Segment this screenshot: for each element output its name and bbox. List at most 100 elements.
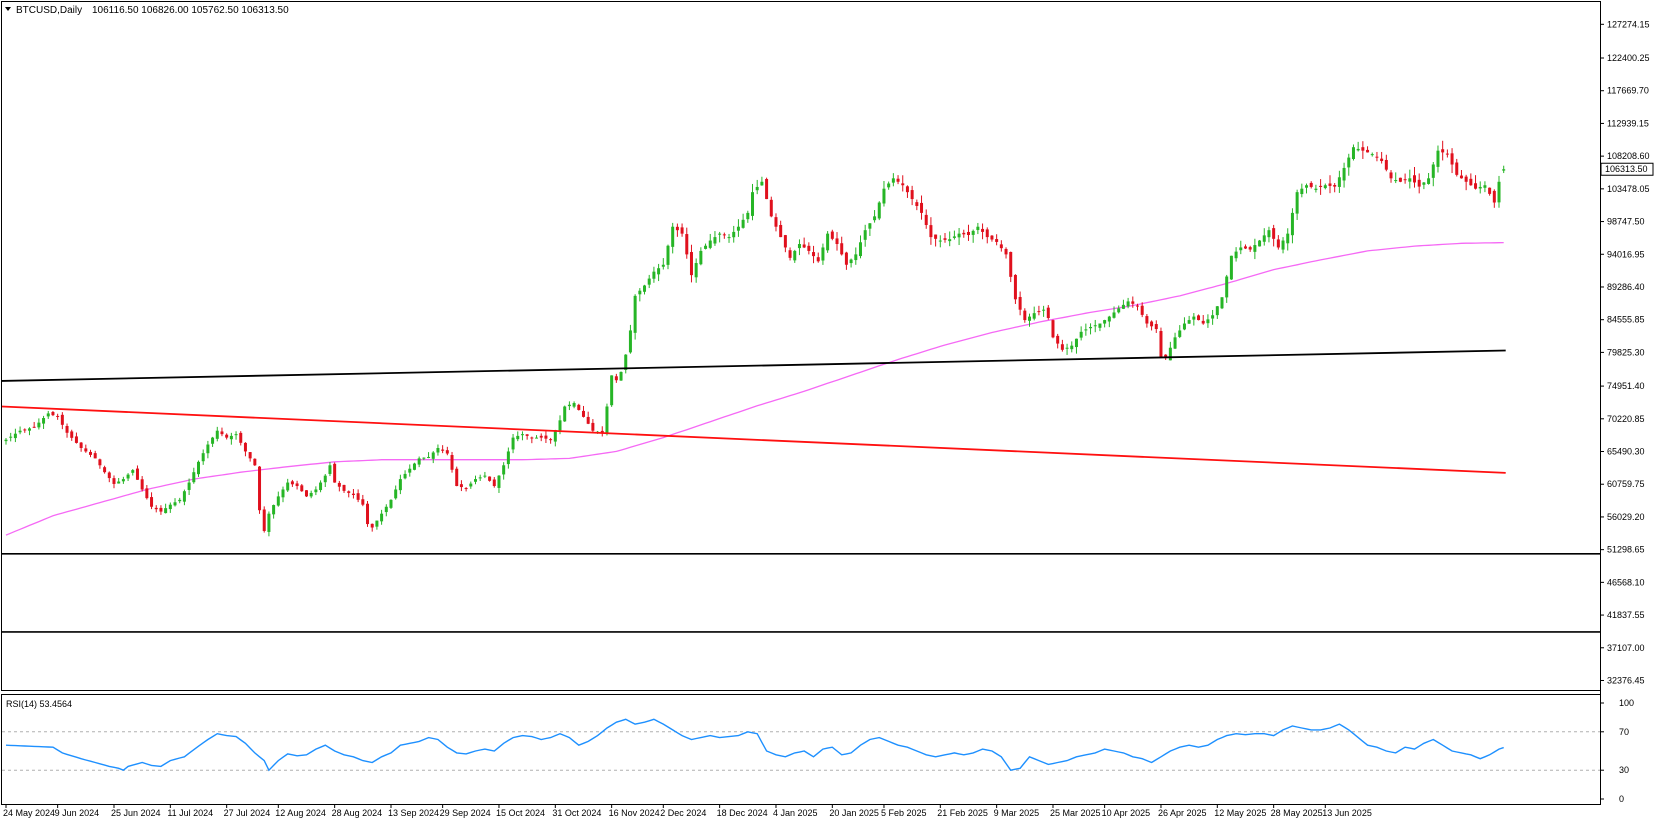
candle-body <box>1023 310 1027 321</box>
candle-body <box>643 285 647 292</box>
price-tick-label: 46568.10 <box>1607 577 1645 587</box>
candle-body <box>1107 316 1111 322</box>
candle-body <box>816 257 820 262</box>
candle-body <box>1093 325 1097 327</box>
rsi-tick-label: 30 <box>1619 765 1629 775</box>
candle-body <box>93 453 97 459</box>
candle-body <box>370 523 374 528</box>
candle-body <box>164 508 168 514</box>
candle-body <box>812 252 816 257</box>
candle-body <box>107 472 111 479</box>
price-tick-label: 127274.15 <box>1607 19 1650 29</box>
candle-body <box>1150 321 1154 327</box>
candle-body <box>351 493 355 496</box>
candle-body <box>1173 337 1177 349</box>
candle-body <box>323 475 327 483</box>
candle-body <box>1013 274 1017 300</box>
candle-body <box>882 188 886 204</box>
time-tick-label: 31 Oct 2024 <box>552 808 601 818</box>
candle-body <box>783 235 787 248</box>
candle-body <box>577 404 581 410</box>
candle-body <box>356 493 360 500</box>
symbol-dropdown-arrow-icon[interactable] <box>5 7 11 11</box>
candle-body <box>70 431 74 438</box>
price-tick-label: 56029.20 <box>1607 512 1645 522</box>
candle-body <box>394 489 398 499</box>
chart-title-ohlc: 106116.50 106826.00 105762.50 106313.50 <box>92 5 289 16</box>
candle-body <box>1366 149 1370 153</box>
candle-body <box>1225 276 1229 298</box>
candle-body <box>826 233 830 251</box>
candle-body <box>1309 182 1313 187</box>
candle-body <box>957 233 961 238</box>
candle-body <box>32 426 36 428</box>
candle-body <box>1164 354 1168 359</box>
candle-body <box>234 434 238 436</box>
candle-body <box>1361 147 1365 151</box>
candle-body <box>1206 319 1210 324</box>
candle-body <box>1159 331 1163 357</box>
candle-body <box>65 425 69 433</box>
candle-body <box>1103 320 1107 324</box>
candle-body <box>1079 331 1083 338</box>
candle-body <box>488 476 492 481</box>
candle-body <box>286 482 290 491</box>
black-trendline <box>1 349 1506 382</box>
candle-body <box>333 463 337 483</box>
candle-body <box>1112 312 1116 318</box>
candle-body <box>1126 301 1130 307</box>
candle-body <box>1281 240 1285 250</box>
candle-body <box>990 235 994 240</box>
candle-body <box>408 468 412 473</box>
candle-body <box>328 465 332 474</box>
candle-body <box>1492 190 1496 203</box>
candle-body <box>1342 167 1346 181</box>
rsi-tick-label: 100 <box>1619 698 1634 708</box>
candle-body <box>713 237 717 244</box>
candle-body <box>934 234 938 239</box>
candle-body <box>844 252 848 265</box>
candle-body <box>976 226 980 231</box>
price-tick-label: 74951.40 <box>1607 381 1645 391</box>
candle-body <box>1300 188 1304 195</box>
candle-body <box>506 451 510 465</box>
time-tick-label: 29 Sep 2024 <box>440 808 491 818</box>
candle-body <box>1121 304 1125 309</box>
price-tick-label: 37107.00 <box>1607 643 1645 653</box>
candle-body <box>863 230 867 240</box>
candle-body <box>342 484 346 491</box>
candle-body <box>243 442 247 452</box>
candle-body <box>657 268 661 275</box>
candle-body <box>258 466 262 511</box>
candle-body <box>887 183 891 188</box>
candle-body <box>910 190 914 200</box>
candle-body <box>9 436 13 438</box>
candle-body <box>624 354 628 370</box>
candle-body <box>1389 172 1393 179</box>
candle-body <box>1413 175 1416 183</box>
candle-body <box>586 416 590 424</box>
candle-body <box>79 442 83 448</box>
candle-body <box>384 506 388 513</box>
candle-body <box>1469 178 1473 186</box>
time-tick-label: 4 Jan 2025 <box>773 808 818 818</box>
candle-body <box>1182 323 1186 330</box>
candle-body <box>1328 183 1332 186</box>
candle-body <box>1258 240 1262 247</box>
price-tick-label: 94016.95 <box>1607 249 1645 259</box>
price-tick-label: 32376.45 <box>1607 675 1645 685</box>
candle-body <box>553 430 557 442</box>
candle-body <box>1060 344 1064 350</box>
candle-body <box>751 192 755 216</box>
candle-body <box>779 224 783 238</box>
candle-body <box>436 447 440 453</box>
candle-body <box>610 375 614 406</box>
time-tick-label: 28 Aug 2024 <box>332 808 383 818</box>
candle-body <box>37 422 41 428</box>
candle-body <box>290 481 294 485</box>
candle-body <box>398 479 402 491</box>
price-tick-label: 70220.85 <box>1607 414 1645 424</box>
price-tick-label: 51298.65 <box>1607 545 1645 555</box>
candle-body <box>835 238 839 245</box>
